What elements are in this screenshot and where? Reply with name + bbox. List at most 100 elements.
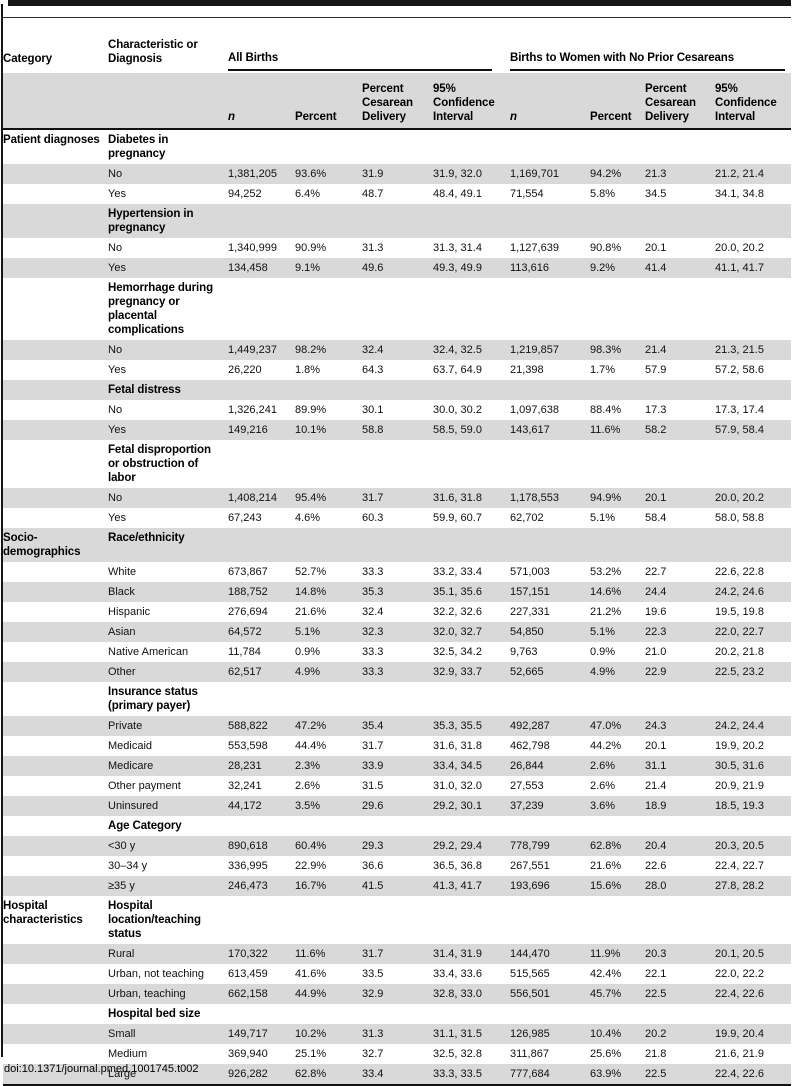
pcd-noprior-cell: 31.1 [645, 760, 667, 772]
ci-all-cell: 35.3, 35.5 [433, 720, 482, 732]
table-row: Hispanic 276,694 21.6% 32.4 32.2, 32.6 227,33… [3, 602, 791, 622]
percent-all-cell: 16.7% [295, 880, 327, 892]
ci-noprior-cell [715, 278, 791, 340]
pcd-all-cell: 33.3 [362, 566, 384, 578]
ci-noprior-cell: 57.9, 58.4 [715, 424, 764, 436]
pcd-noprior-cell: 24.3 [645, 720, 667, 732]
pcd-all-cell: 33.3 [362, 666, 384, 678]
ci-all-cell: 33.3, 33.5 [433, 1068, 482, 1080]
table-row: Rural 170,322 11.6% 31.7 31.4, 31.9 144,470 11… [3, 944, 792, 964]
ci-noprior-cell [715, 380, 791, 400]
category-cell [3, 278, 108, 340]
characteristic-value: Medium [108, 1048, 148, 1060]
pcd-all-cell: 41.5 [362, 880, 384, 892]
ci-noprior-cell: 19.9, 20.2 [715, 740, 764, 752]
table-row: Native American 11,784 0.9% 33.3 32.5, 34.2 9… [3, 642, 791, 662]
percent-all-cell [295, 682, 362, 716]
ci-all-cell: 31.1, 31.5 [433, 1028, 482, 1040]
category-cell [3, 488, 108, 508]
pcd-noprior-cell: 22.5 [645, 988, 667, 1000]
ci-noprior-cell: 20.1, 20.5 [715, 948, 764, 960]
category-cell [3, 508, 108, 528]
n-noprior-cell [510, 528, 590, 562]
n-all-cell [228, 204, 295, 238]
characteristic-value: Asian [108, 626, 136, 638]
table-row: Urban, not teaching 613,459 41.6% 33.5 33.4,… [3, 964, 791, 984]
percent-noprior-cell: 90.8% [590, 242, 622, 254]
percent-noprior-cell [590, 278, 645, 340]
table-row: Medium 369,940 25.1% 32.7 32.5, 32.8 311,867 2… [3, 1044, 791, 1064]
n-all-cell: 26,220 [228, 364, 262, 376]
characteristic-value: Yes [108, 188, 126, 200]
characteristic-value: No [108, 242, 123, 254]
characteristic-value: Large [108, 1068, 137, 1080]
pcd-noprior-cell [645, 278, 715, 340]
n-all-cell: 1,449,237 [228, 344, 277, 356]
ci-noprior-cell [715, 896, 791, 944]
pcd-noprior-header: Percent Cesarean Delivery [645, 83, 696, 123]
pcd-all-cell: 32.7 [362, 1048, 384, 1060]
pcd-all-cell [362, 896, 433, 944]
pcd-noprior-cell: 22.5 [645, 1068, 667, 1080]
n-all-cell: 369,940 [228, 1048, 268, 1060]
percent-noprior-cell: 1.7% [590, 364, 616, 376]
n-all-cell: 890,618 [228, 840, 268, 852]
group-all-births-label: All Births [228, 51, 492, 71]
n-noprior-cell: 462,798 [510, 740, 550, 752]
percent-all-cell: 3.5% [295, 800, 321, 812]
percent-noprior-cell: 4.9% [590, 666, 616, 678]
n-all-cell: 1,340,999 [228, 242, 277, 254]
ci-all-cell [433, 129, 510, 164]
category-cell [3, 380, 108, 400]
ci-noprior-cell: 21.2, 21.4 [715, 168, 764, 180]
characteristic-value: ≥35 y [108, 880, 135, 892]
percent-noprior-cell: 2.6% [590, 760, 616, 772]
percent-all-cell: 89.9% [295, 404, 327, 416]
ci-noprior-cell [715, 1004, 791, 1024]
characteristic-value: <30 y [108, 840, 136, 852]
table-row: No 1,381,205 93.6% 31.9 31.9, 32.0 1,169,701 9… [3, 164, 792, 184]
subheader-row: Hospital characteristics Hospital locatio… [3, 896, 791, 944]
characteristic-value: No [108, 344, 123, 356]
pcd-all-cell [362, 1004, 433, 1024]
n-noprior-cell: 37,239 [510, 800, 544, 812]
pcd-noprior-cell: 20.3 [645, 948, 667, 960]
n-noprior-cell: 193,696 [510, 880, 550, 892]
percent-noprior-cell: 3.6% [590, 800, 616, 812]
pcd-all-cell [362, 440, 433, 488]
percent-all-cell: 25.1% [295, 1048, 327, 1060]
table-body: Patient diagnoses Diabetes in pregnancy No… [3, 129, 792, 1085]
ci-noprior-cell [715, 204, 791, 238]
ci-all-cell: 48.4, 49.1 [433, 188, 482, 200]
pcd-noprior-cell: 17.3 [645, 404, 667, 416]
pcd-noprior-cell [645, 528, 715, 562]
percent-noprior-cell: 44.2% [590, 740, 622, 752]
pcd-noprior-cell: 58.4 [645, 512, 667, 524]
percent-noprior-cell: 11.6% [590, 424, 621, 436]
percent-noprior-cell: 94.2% [590, 168, 622, 180]
category-cell [3, 622, 108, 642]
ci-all-cell [433, 896, 510, 944]
group-header-row: Category Characteristic or Diagnosis All… [3, 18, 791, 73]
percent-all-cell: 4.9% [295, 666, 321, 678]
characteristic-value: Hispanic [108, 606, 151, 618]
n-noprior-cell: 143,617 [510, 424, 550, 436]
pcd-all-cell: 32.9 [362, 988, 384, 1000]
ci-all-cell: 33.4, 33.6 [433, 968, 482, 980]
subheader-row: Fetal disproportion or obstruction of la… [3, 440, 791, 488]
table-row: Other payment 32,241 2.6% 31.5 31.0, 32.0 27,… [3, 776, 791, 796]
percent-noprior-cell: 15.6% [590, 880, 622, 892]
ci-all-cell: 31.4, 31.9 [433, 948, 482, 960]
pcd-noprior-cell [645, 380, 715, 400]
category-cell: Hospital characteristics [3, 900, 83, 926]
percent-noprior-cell: 21.6% [590, 860, 622, 872]
ci-noprior-cell [715, 440, 791, 488]
category-cell [3, 440, 108, 488]
category-cell: Patient diagnoses [3, 134, 100, 146]
table-header: Category Characteristic or Diagnosis All… [3, 18, 792, 129]
pcd-all-cell: 29.3 [362, 840, 384, 852]
ci-noprior-cell: 30.5, 31.6 [715, 760, 764, 772]
percent-all-cell [295, 816, 362, 836]
n-all-cell: 64,572 [228, 626, 262, 638]
n-noprior-cell [510, 896, 590, 944]
